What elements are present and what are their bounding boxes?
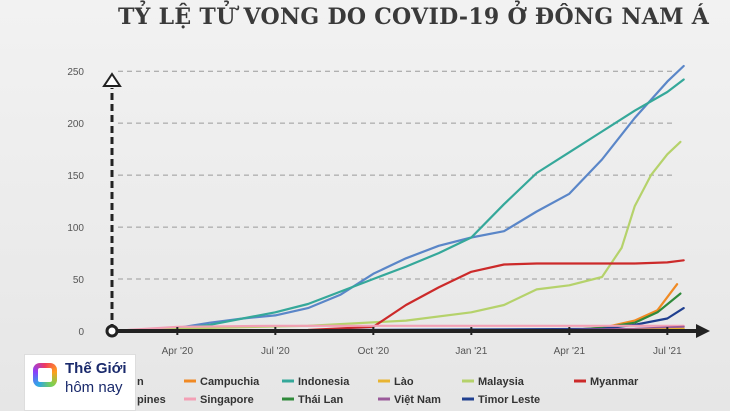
page-title: TỶ LỆ TỬ VONG DO COVID-19 Ở ĐÔNG NAM Á: [118, 4, 710, 30]
x-axis-arrow-icon: [696, 324, 710, 338]
x-tick-label-0: Apr '20: [162, 346, 194, 357]
legend-label-1-0: Campuchia: [200, 376, 260, 388]
x-tick-label-3: Jan '21: [455, 346, 487, 357]
series-lines: [110, 64, 685, 333]
axis-origin: [105, 324, 119, 338]
legend: Campuchia Indonesia Lào Malaysia Myanmar Sing…: [137, 376, 639, 406]
legend-label-2-3: Timor Leste: [478, 394, 540, 406]
series-line-7: [110, 324, 685, 333]
y-tick-label-250: 250: [67, 67, 84, 78]
logo-line-1: Thế Giới: [65, 360, 127, 377]
y-tick-label-150: 150: [67, 171, 84, 182]
series-line-0: [110, 64, 685, 333]
y-tick-label-50: 50: [73, 275, 85, 286]
grid-lines: [118, 70, 676, 280]
x-tick-label-1: Jul '20: [261, 346, 290, 357]
y-axis-ticks: 0 50 100 150 200 250: [67, 67, 84, 338]
legend-clipped-row1: n: [137, 376, 144, 388]
logo-line-2: hôm nay: [65, 379, 123, 396]
legend-label-2-2: Việt Nam: [394, 394, 441, 406]
legend-label-1-4: Myanmar: [590, 376, 639, 388]
legend-label-2-1: Thái Lan: [298, 394, 344, 406]
legend-label-1-2: Lào: [394, 376, 414, 388]
y-tick-label-200: 200: [67, 119, 84, 130]
logo-mark-icon: [33, 363, 57, 387]
legend-label-1-3: Malaysia: [478, 376, 525, 388]
legend-clipped-row2: pines: [137, 394, 166, 406]
x-tick-label-5: Jul '21: [653, 346, 682, 357]
series-line-1: [110, 78, 685, 333]
legend-label-2-0: Singapore: [200, 394, 254, 406]
series-line-2: [110, 140, 682, 333]
x-axis-ticks: Apr '20 Jul '20 Oct '20 Jan '21 Apr '21 Jul '…: [162, 346, 682, 357]
x-tick-label-4: Apr '21: [554, 346, 586, 357]
x-tick-label-2: Oct '20: [358, 346, 390, 357]
legend-label-1-1: Indonesia: [298, 376, 350, 388]
axes: [102, 72, 710, 338]
y-tick-label-0: 0: [78, 327, 84, 338]
y-tick-label-100: 100: [67, 223, 84, 234]
channel-logo: Thế Giới hôm nay: [24, 354, 136, 411]
y-axis-arrow-icon: [102, 72, 122, 87]
